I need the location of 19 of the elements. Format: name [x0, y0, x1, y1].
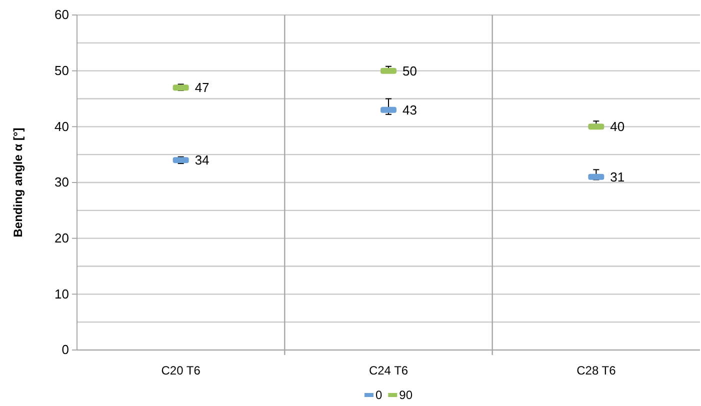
y-tick-label: 40 — [54, 118, 69, 134]
y-tick-label: 50 — [54, 62, 69, 78]
y-tick-label: 30 — [54, 174, 69, 190]
data-label: 40 — [610, 119, 625, 134]
y-tick-label: 10 — [54, 286, 69, 302]
x-tick-label: C24 T6 — [368, 364, 408, 378]
x-tick-label: C20 T6 — [161, 364, 201, 378]
x-tick-label: C28 T6 — [576, 364, 616, 378]
y-tick-label: 20 — [54, 230, 69, 246]
y-tick-label: 0 — [62, 342, 69, 358]
y-tick-label: 60 — [54, 7, 69, 22]
data-label: 43 — [402, 102, 417, 118]
legend-label: 90 — [399, 388, 413, 402]
y-axis-title: Bending angle α [°] — [11, 128, 25, 238]
data-label: 34 — [194, 152, 210, 168]
data-label: 50 — [402, 63, 417, 78]
legend-label: 0 — [375, 388, 382, 402]
data-label: 47 — [194, 80, 210, 96]
data-label: 31 — [610, 169, 625, 184]
